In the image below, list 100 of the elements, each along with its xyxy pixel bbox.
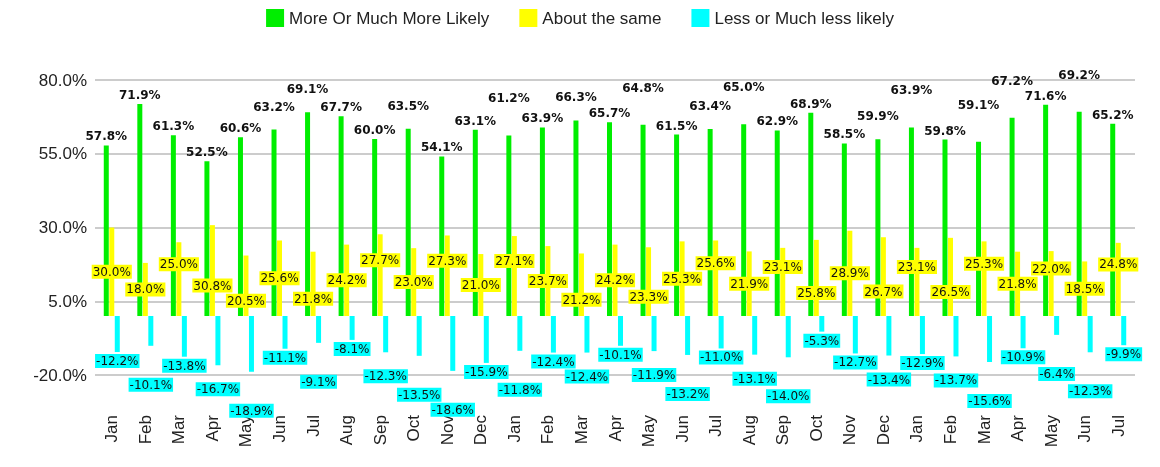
x-tick-label: Apr [1008,414,1028,442]
x-tick-label: Jan [504,415,524,443]
x-tick-label: Apr [202,414,222,442]
data-label: 25.3% [663,271,702,286]
bar [383,316,389,353]
data-label: -11.9% [632,368,676,383]
legend-label: More Or Much More Likely [289,8,490,28]
data-label: 21.8% [294,291,333,306]
data-label: 60.0% [353,123,396,137]
bar [114,316,120,352]
bar [550,316,556,353]
data-label: -12.3% [364,369,407,384]
x-tick-label: Feb [135,415,155,445]
bar [953,316,959,357]
data-label: -18.9% [230,403,273,418]
data-label: 21.0% [461,278,500,293]
data-label: 25.6% [260,271,299,286]
x-tick-label: Nov [437,414,457,446]
data-label: -12.3% [1068,384,1112,399]
bar [618,316,623,346]
data-label: 69.2% [1058,67,1100,82]
data-label: 67.7% [320,100,362,115]
data-label: 59.9% [857,109,899,124]
x-tick-label: Jul [303,415,323,437]
x-tick-label: Dec [471,414,491,446]
data-label: -15.6% [968,394,1011,409]
bar [785,316,791,358]
data-label: -5.3% [804,333,840,348]
data-label: -13.1% [733,371,776,386]
data-label: 21.8% [998,276,1037,291]
data-label: -11.0% [699,350,743,365]
data-label: 24.2% [327,273,366,288]
data-label: 25.3% [964,256,1004,271]
data-label: -12.9% [901,356,944,371]
bar [685,316,691,355]
bar [248,316,254,372]
data-label: 21.9% [730,276,769,291]
data-label: 24.8% [1099,257,1138,272]
data-label: 54.1% [420,140,463,155]
data-label: 21.2% [562,292,601,307]
data-label: -10.9% [1001,350,1045,365]
bar [215,316,221,366]
data-label: 60.6% [219,121,262,136]
x-tick-label: Jun [672,415,692,443]
data-label: 65.0% [722,80,765,95]
data-label: -9.9% [1106,347,1142,362]
data-label: 57.8% [85,129,128,144]
data-label: -14.0% [767,389,810,404]
x-tick-label: Sep [773,415,793,446]
data-label: 63.9% [521,111,564,126]
data-label: -11.1% [263,350,307,365]
data-label: -13.5% [397,387,441,402]
x-tick-label: Aug [739,415,759,446]
data-label: -12.2% [96,353,139,368]
data-label: 63.5% [387,98,430,113]
bar [1121,316,1127,346]
data-label: 61.3% [152,119,195,134]
data-label: 26.5% [931,284,970,299]
bar [919,316,925,355]
data-label: 63.1% [454,113,497,128]
x-tick-label: Jul [1108,415,1128,437]
data-label: 71.6% [1024,88,1067,103]
data-label: 22.0% [1032,261,1071,276]
data-label: 23.1% [897,259,936,274]
x-tick-label: Sep [370,415,390,446]
bar [181,316,187,357]
data-label: -12.4% [565,369,609,384]
x-tick-label: Oct [404,414,424,442]
x-tick-label: Aug [337,415,357,446]
bar [1020,316,1026,349]
data-label: 65.2% [1091,107,1134,122]
data-label: 68.9% [789,96,832,111]
data-label: 25.6% [696,256,735,271]
data-label: -13.2% [666,386,709,401]
data-label: 27.1% [495,254,534,269]
bar [852,316,858,354]
data-label: 69.1% [286,82,329,97]
bar [416,316,422,356]
data-label: 26.7% [864,284,903,299]
x-tick-label: Feb [538,415,558,445]
data-label: 28.9% [830,266,869,281]
x-tick-label: Dec [873,414,893,446]
x-tick-label: Nov [840,414,860,446]
y-tick-label: 5.0% [48,291,87,311]
bar [1054,316,1060,335]
x-tick-label: May [1041,414,1061,448]
bar [886,316,892,356]
data-label: 52.5% [186,145,228,160]
y-tick-label: 80.0% [38,70,87,90]
data-label: 63.2% [253,99,295,114]
x-tick-label: Mar [169,414,189,445]
data-label: 25.0% [159,257,198,272]
data-label: 23.0% [394,275,433,290]
y-tick-label: 55.0% [38,144,87,164]
data-label: 23.3% [629,289,668,304]
bar [517,316,523,351]
data-label: 63.4% [689,98,731,113]
legend-label: About the same [542,8,662,28]
x-tick-label: Jul [706,415,726,437]
data-label: -8.1% [334,341,370,356]
